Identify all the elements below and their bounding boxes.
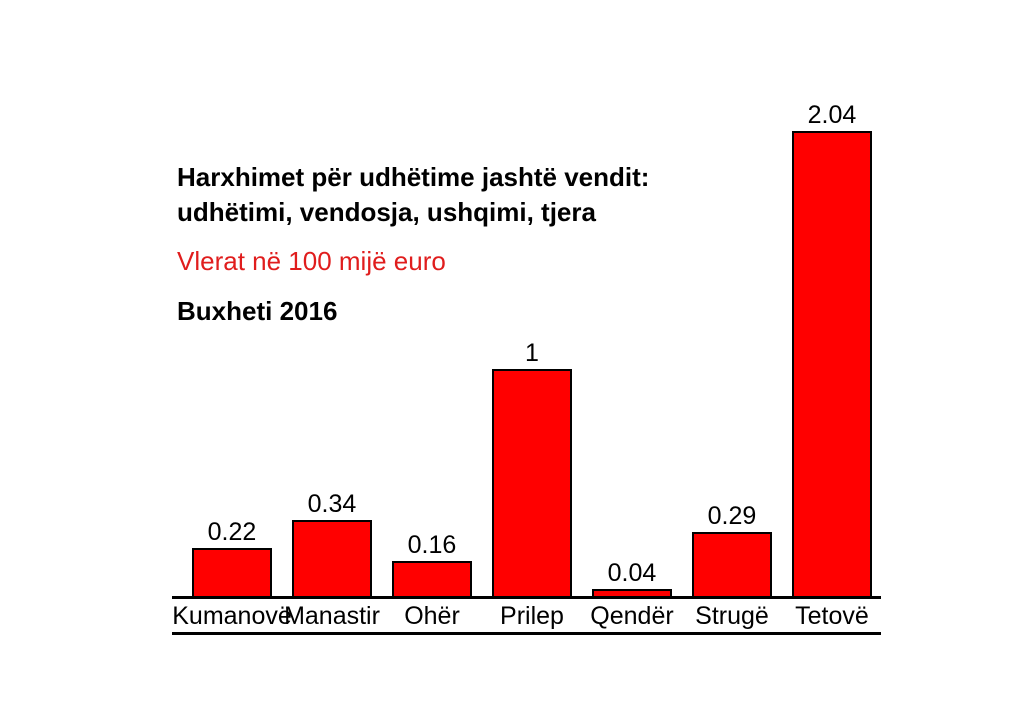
bar-value-label: 1 <box>525 339 539 367</box>
chart-period-label: Buxheti 2016 <box>177 296 338 326</box>
bar-value-label: 0.34 <box>307 490 357 518</box>
bar-tetovë <box>792 131 872 598</box>
x-axis-label-tetovë: Tetovë <box>795 602 869 630</box>
x-axis-label-ohër: Ohër <box>404 602 460 630</box>
plot-area: 0.22 0.34 0.16 1 0.04 0.29 2.04 <box>172 100 881 598</box>
bar-value-label: 2.04 <box>807 101 857 129</box>
bar-value-label: 0.04 <box>607 559 657 587</box>
bar-value-label: 0.29 <box>707 502 757 530</box>
x-axis-label-strugë: Strugë <box>695 602 769 630</box>
chart-title: Harxhimet për udhëtime jashtë vendit: ud… <box>177 160 649 230</box>
chart-title-line1: Harxhimet për udhëtime jashtë vendit: <box>177 162 650 192</box>
chart-title-line2: udhëtimi, vendosja, ushqimi, tjera <box>177 197 596 227</box>
bar-strugë <box>692 532 772 598</box>
bar-ohër <box>392 561 472 598</box>
bar-value-label: 0.22 <box>207 518 257 546</box>
x-axis-label-qendër: Qendër <box>590 602 674 630</box>
bar-value-label: 0.16 <box>407 531 457 559</box>
x-axis-label-kumanovë: Kumanovë <box>172 602 292 630</box>
x-axis-label-manastir: Manastir <box>284 602 380 630</box>
x-axis-label-prilep: Prilep <box>500 602 564 630</box>
x-axis-line <box>172 596 881 599</box>
bar-manastir <box>292 520 372 598</box>
bar-kumanovë <box>192 548 272 598</box>
chart-subtitle: Vlerat në 100 mijë euro <box>177 246 446 276</box>
bar-prilep <box>492 369 572 598</box>
bottom-border-line <box>172 632 881 635</box>
